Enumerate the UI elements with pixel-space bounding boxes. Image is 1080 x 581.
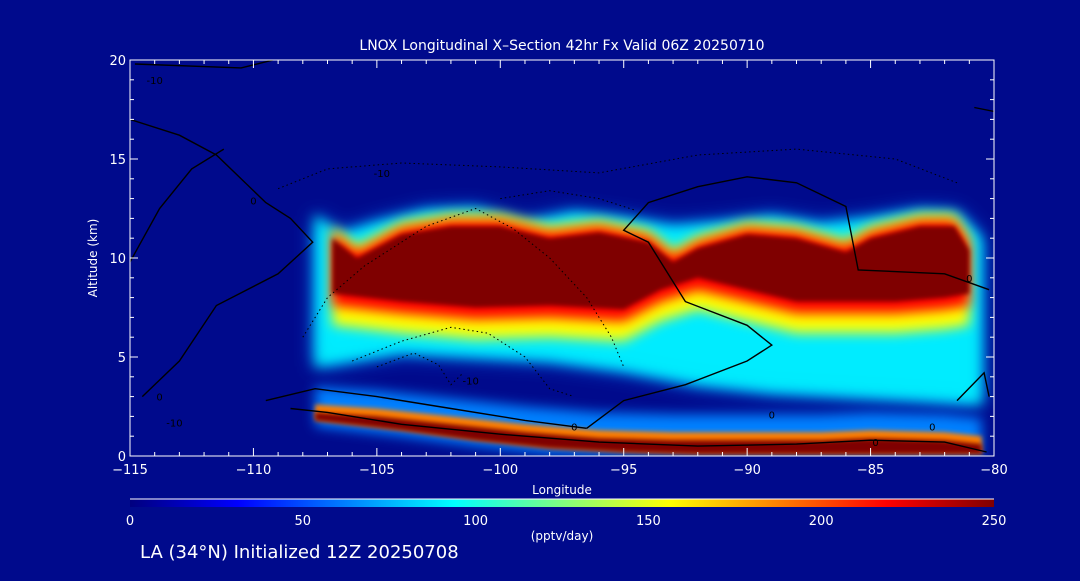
- contour-label-8: 0: [872, 438, 878, 449]
- solid-contour-6: [956, 371, 990, 402]
- solid-contour-1: [130, 118, 314, 398]
- x-tick-label: −80: [980, 463, 1007, 478]
- x-tick-label: −95: [610, 463, 637, 478]
- colorbar-tick-label: 0: [126, 514, 134, 529]
- y-axis-label: Altitude (km): [86, 219, 100, 298]
- x-tick-label: −90: [733, 463, 760, 478]
- colorbar-gradient: [130, 499, 994, 507]
- colorbar-tick-label: 150: [636, 514, 661, 529]
- dotted-contour-1: [352, 326, 575, 398]
- contour-label-6: 0: [571, 422, 577, 433]
- colorbar-tick-label: 100: [463, 514, 488, 529]
- dotted-contour-3: [277, 148, 958, 190]
- contour-label-9: 0: [929, 422, 935, 433]
- colorbar-tick-label: 250: [982, 514, 1007, 529]
- contour-label-10: 0: [966, 274, 972, 285]
- solid-contour-3: [265, 387, 587, 429]
- x-tick-label: −115: [112, 463, 148, 478]
- x-axis-label: Longitude: [532, 483, 592, 497]
- x-tick-label: −110: [236, 463, 272, 478]
- y-axis: 0 5 10 15 20: [109, 54, 994, 465]
- solid-contour-5: [586, 176, 990, 429]
- y-tick-label: 15: [109, 153, 126, 168]
- contour-label-5: -10: [462, 377, 478, 388]
- x-tick-label: −100: [482, 463, 518, 478]
- upper-band-core: [332, 226, 970, 310]
- contour-label-3: 0: [156, 393, 162, 404]
- init-caption: LA (34°N) Initialized 12Z 20250708: [140, 542, 459, 563]
- dotted-contour-0: [302, 207, 625, 368]
- x-tick-label: −105: [359, 463, 395, 478]
- y-tick-label: 5: [118, 351, 126, 366]
- solid-contour-4: [290, 407, 987, 453]
- solid-contour-0: [134, 60, 274, 69]
- dotted-contour-2: [376, 352, 464, 386]
- contour-label-2: -10: [374, 169, 390, 180]
- x-tick-label: −85: [857, 463, 884, 478]
- chart-title: LNOX Longitudinal X–Section 42hr Fx Vali…: [359, 38, 764, 54]
- contour-label-4: -10: [166, 418, 182, 429]
- contour-lines: [130, 60, 994, 453]
- lnox-field: [130, 60, 994, 456]
- contour-label-0: -10: [147, 76, 163, 87]
- y-tick-label: 10: [109, 252, 126, 267]
- y-tick-label: 0: [118, 450, 126, 465]
- solid-contour-7: [974, 106, 994, 113]
- colorbar-tick-label: 50: [295, 514, 312, 529]
- contour-label-1: 0: [250, 197, 256, 208]
- colorbar-label: (pptv/day): [531, 529, 594, 543]
- contour-labels: -10 0 -10 0 -10 -10 0 0 0 0 0: [147, 76, 973, 449]
- colorbar-tick-label: 200: [809, 514, 834, 529]
- y-tick-label: 20: [109, 54, 126, 69]
- solid-contour-2: [130, 148, 225, 263]
- colorbar: 0 50 100 150 200 250: [126, 498, 1007, 529]
- contour-label-7: 0: [769, 410, 775, 421]
- x-axis: −115 −110 −105 −100 −95 −90 −85 −80: [112, 60, 1008, 478]
